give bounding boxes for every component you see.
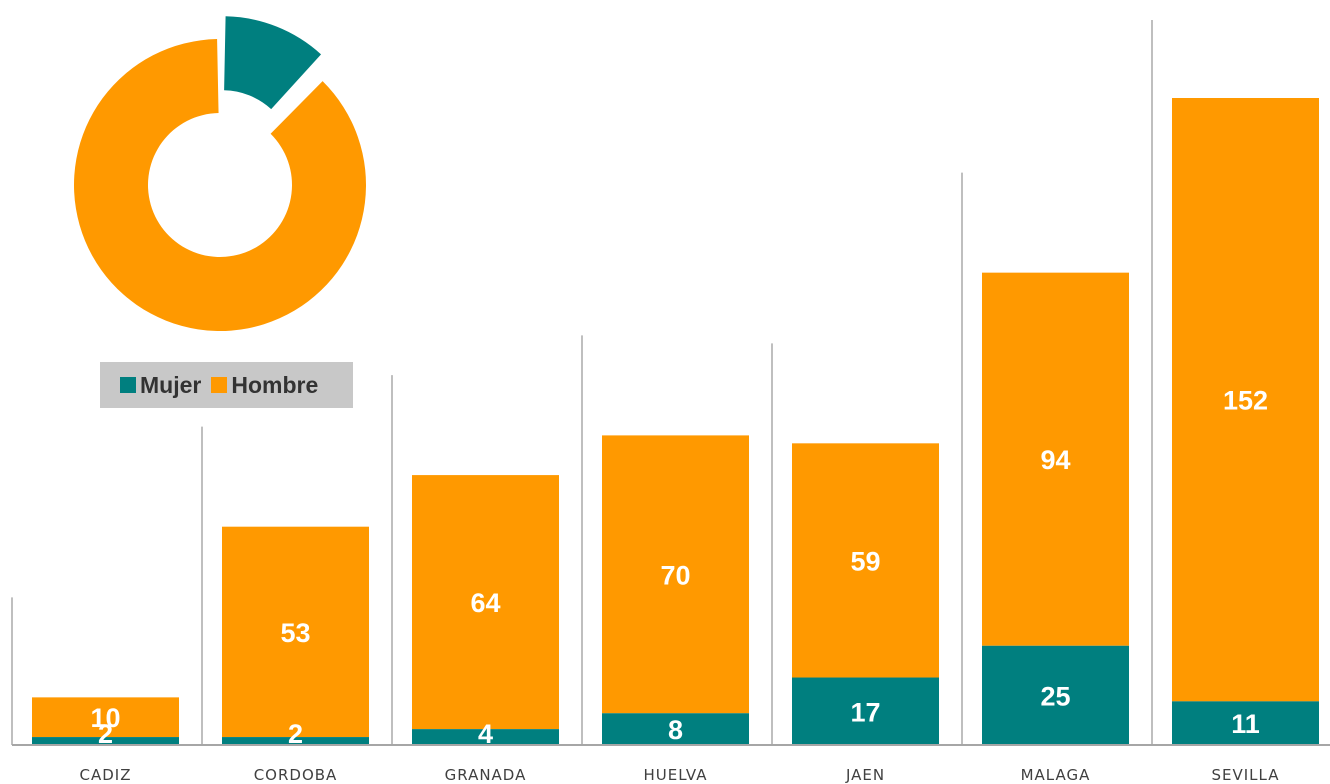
- bar-mujer-jaen: [792, 677, 939, 745]
- legend-item-mujer: Mujer: [120, 372, 201, 399]
- bar-hombre-jaen: [792, 443, 939, 678]
- bar-hombre-cordoba: [222, 526, 369, 738]
- legend: Mujer Hombre: [100, 362, 353, 408]
- donut-slice-mujer: [224, 16, 322, 110]
- data-label-hombre-cadiz: 10: [90, 703, 120, 733]
- category-separators: [11, 20, 1153, 745]
- bar-hombre-huelva: [602, 435, 749, 714]
- bar-mujer-granada: [412, 729, 559, 745]
- bar-hombre-granada: [412, 475, 559, 730]
- legend-label-mujer: Mujer: [140, 371, 202, 398]
- bar-hombre-cadiz: [32, 697, 179, 738]
- bar-mujer-cadiz: [32, 737, 179, 745]
- bar-mujer-sevilla: [1172, 701, 1319, 745]
- legend-swatch-mujer: [120, 377, 136, 393]
- category-label-granada: GRANADA: [445, 766, 527, 784]
- data-label-hombre-sevilla: 152: [1223, 386, 1268, 416]
- bar-mujer-huelva: [602, 713, 749, 745]
- bar-series: [32, 98, 1319, 745]
- category-label-cadiz: CADIZ: [80, 766, 132, 784]
- data-label-hombre-huelva: 70: [660, 560, 690, 590]
- category-labels: CADIZ CORDOBA GRANADA HUELVA JAEN MALAGA SEVIL…: [80, 766, 1279, 784]
- data-label-hombre-granada: 64: [470, 588, 500, 618]
- data-label-hombre-jaen: 59: [850, 546, 880, 576]
- bar-mujer-cordoba: [222, 737, 369, 745]
- data-label-mujer-jaen: 17: [850, 697, 880, 727]
- category-label-cordoba: CORDOBA: [254, 766, 338, 784]
- data-label-mujer-sevilla: 11: [1231, 709, 1260, 739]
- category-label-sevilla: SEVILLA: [1211, 766, 1279, 784]
- category-label-malaga: MALAGA: [1021, 766, 1091, 784]
- data-label-mujer-granada: 4: [478, 719, 493, 749]
- category-label-huelva: HUELVA: [643, 766, 707, 784]
- data-label-hombre-cordoba: 53: [280, 618, 310, 648]
- category-label-jaen: JAEN: [845, 766, 885, 784]
- legend-swatch-hombre: [211, 377, 228, 393]
- data-label-mujer-huelva: 8: [668, 715, 683, 745]
- data-label-mujer-malaga: 25: [1040, 681, 1070, 711]
- bar-hombre-malaga: [982, 272, 1129, 646]
- donut-slice-hombre: [74, 39, 366, 331]
- donut-chart: [74, 16, 366, 331]
- data-label-hombre-malaga: 94: [1040, 445, 1070, 475]
- data-label-mujer-cadiz: 2: [98, 719, 113, 749]
- legend-label-hombre: Hombre: [231, 371, 319, 398]
- bar-mujer-malaga: [982, 645, 1129, 745]
- data-label-mujer-cordoba: 2: [288, 719, 303, 749]
- legend-item-hombre: Hombre: [211, 372, 318, 399]
- bar-hombre-sevilla: [1172, 98, 1319, 702]
